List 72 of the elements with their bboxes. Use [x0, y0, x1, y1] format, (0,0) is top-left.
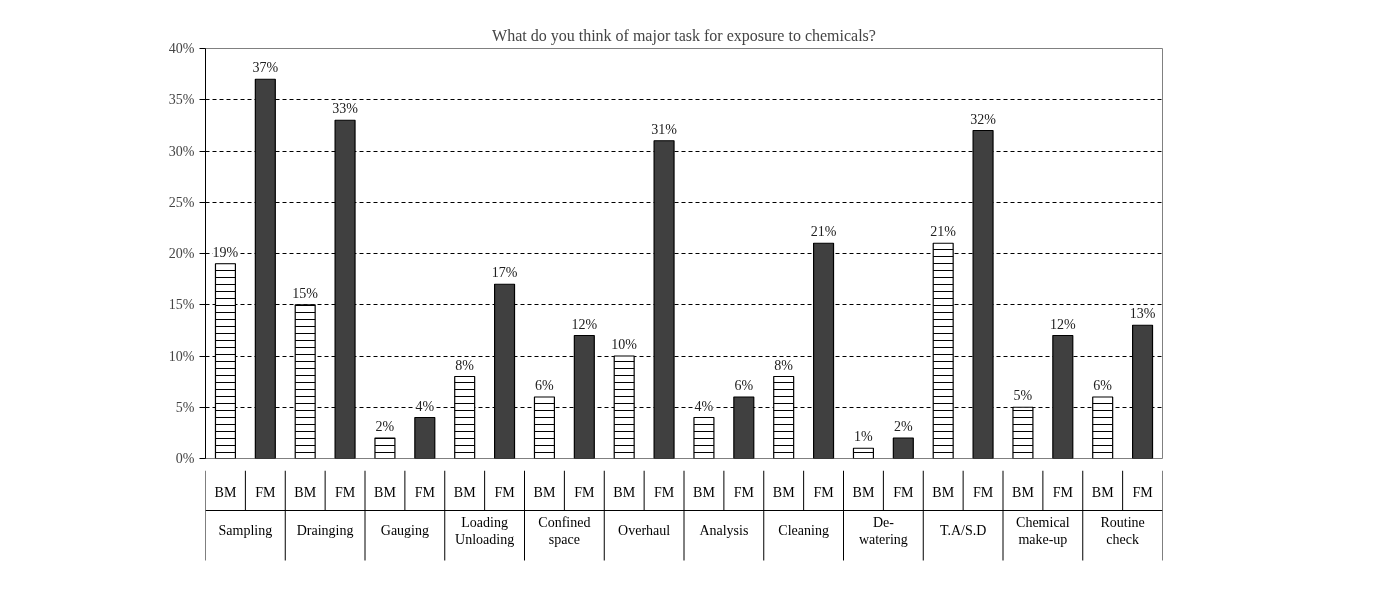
text: FM: [414, 485, 435, 500]
y-tick-label: 20%: [168, 246, 195, 261]
series-label: FM: [255, 485, 276, 500]
data-label: 1%: [854, 429, 874, 445]
text: BM: [613, 485, 636, 500]
text: FM: [1052, 485, 1073, 500]
y-tick-label: 5%: [175, 399, 195, 415]
text: BM: [214, 485, 237, 500]
data-label: 21%: [810, 224, 837, 240]
text: BM: [374, 485, 396, 500]
data-label: 37%: [252, 60, 279, 76]
x-tick-label: Routine check: [1100, 514, 1145, 547]
data-label: 6%: [535, 378, 555, 393]
data-label: 19%: [212, 244, 239, 260]
x-tick-label: Drainging: [296, 523, 354, 538]
text: FM: [574, 485, 595, 500]
text: FM: [494, 485, 515, 500]
y-tick-label: 10%: [168, 348, 195, 364]
data-label: 6%: [1093, 378, 1113, 393]
bar: [414, 416, 436, 459]
data-label: 31%: [651, 121, 678, 137]
x-tick-label: Gauging: [380, 523, 429, 538]
x-tick-label: De-watering: [858, 514, 908, 547]
data-label: 32%: [970, 111, 997, 127]
y-tick-label: 25%: [168, 194, 195, 210]
y-tick-label: 0%: [175, 451, 195, 466]
data-label: 17%: [491, 265, 518, 281]
data-label: 4%: [694, 398, 714, 414]
text: FM: [893, 485, 914, 500]
x-tick-label: T.A/S.D: [939, 523, 987, 538]
x-tick-label: Confined space: [538, 514, 591, 547]
text: BM: [453, 485, 476, 500]
y-tick-label: 30%: [168, 143, 195, 159]
x-tick-label: Cleaning: [778, 523, 829, 538]
data-label: 12%: [1049, 316, 1076, 332]
data-label: 5%: [1013, 388, 1033, 404]
text: FM: [733, 485, 754, 500]
data-label: 8%: [774, 357, 794, 373]
bar: [892, 437, 914, 459]
text: BM: [852, 485, 875, 500]
text: BM: [772, 485, 795, 500]
x-tick-label: Sampling: [218, 523, 273, 538]
data-label: 15%: [292, 285, 319, 301]
data-label: 33%: [332, 101, 359, 117]
data-label: 4%: [415, 398, 435, 414]
y-tick-label: 15%: [168, 297, 195, 313]
data-label: 12%: [571, 316, 598, 332]
data-label: 6%: [734, 378, 754, 393]
text: FM: [813, 485, 834, 500]
data-label: 2%: [375, 419, 395, 434]
chart-title: What do you think of major task for exposure to chemicals?: [492, 26, 876, 45]
text: FM: [334, 485, 356, 500]
y-tick-label: 40%: [168, 41, 195, 56]
x-tick-label: Chemical make-up: [1016, 514, 1070, 547]
x-tick-label: Overhaul: [618, 523, 671, 538]
text: BM: [533, 485, 556, 500]
text: BM: [932, 485, 955, 500]
data-label: 8%: [455, 357, 475, 373]
text: FM: [1132, 485, 1153, 500]
text: FM: [653, 485, 675, 500]
x-tick-label: Analysis: [699, 523, 749, 538]
series-label: BM: [1012, 485, 1035, 500]
x-tick-label: Loading Unloading: [455, 514, 515, 547]
text: FM: [972, 485, 994, 500]
data-label: 21%: [930, 224, 957, 240]
y-tick-label: 35%: [168, 92, 195, 108]
text: BM: [693, 485, 715, 500]
text: BM: [294, 485, 317, 500]
text: BM: [1091, 485, 1114, 500]
data-label: 2%: [893, 419, 913, 434]
data-label: 10%: [611, 337, 638, 352]
data-label: 13%: [1129, 306, 1156, 322]
